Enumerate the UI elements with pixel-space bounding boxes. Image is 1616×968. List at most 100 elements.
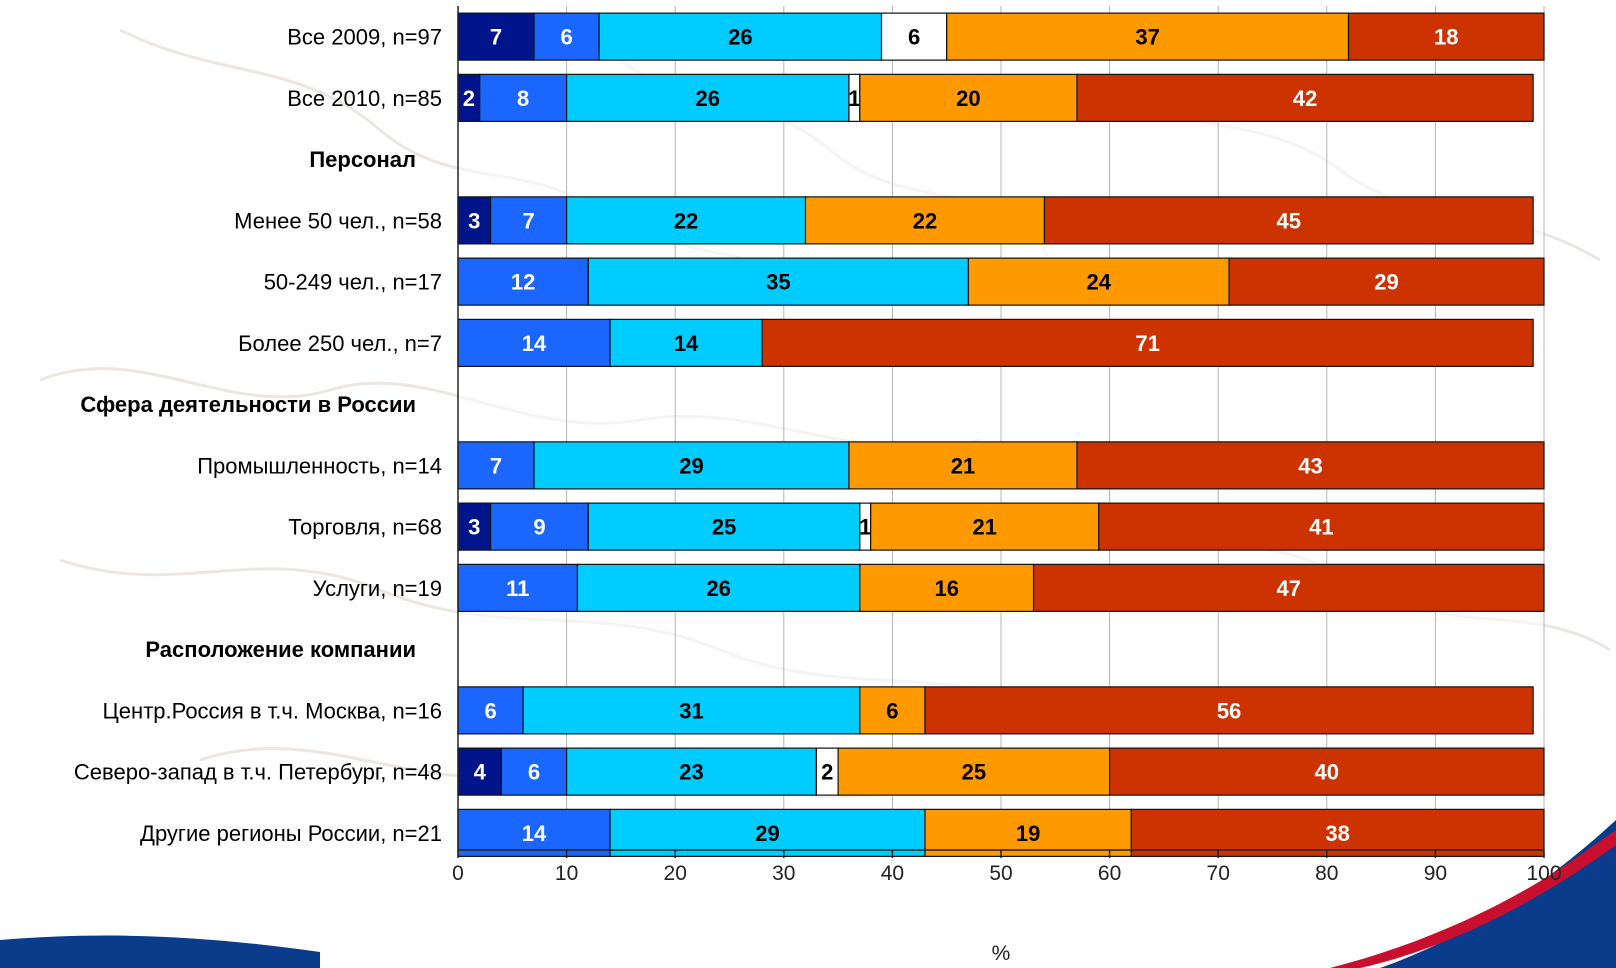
data-label: 2 (821, 760, 833, 785)
data-label: 71 (1135, 331, 1159, 356)
data-label: 6 (484, 698, 496, 723)
bar-segment (457, 12, 535, 61)
x-axis: 0 10 20 30 40 50 60 70 80 90 100 (452, 6, 1562, 885)
bar-segment (457, 502, 492, 551)
data-label: 24 (1086, 270, 1111, 295)
bar-segment (457, 808, 611, 857)
data-label: 25 (962, 760, 986, 785)
x-tick-label: 50 (989, 862, 1012, 885)
bar-segment (565, 73, 850, 122)
section-label: Персонал (309, 147, 416, 172)
data-label: 22 (674, 208, 698, 233)
x-tick-label: 90 (1424, 862, 1447, 885)
row-label: Все 2010, n=85 (287, 86, 442, 111)
bar-segment (576, 563, 861, 612)
x-tick-label: 20 (664, 862, 687, 885)
bar-segment (587, 502, 861, 551)
bar-segment (609, 808, 926, 857)
bar-segment (880, 12, 948, 61)
bar-segment (1032, 563, 1545, 612)
data-label: 37 (1135, 25, 1159, 50)
bar-segment (533, 12, 600, 61)
x-tick-label: 80 (1315, 862, 1338, 885)
data-label: 43 (1298, 453, 1322, 478)
data-label: 12 (511, 270, 535, 295)
x-tick-label: 30 (772, 862, 795, 885)
x-tick-label: 40 (881, 862, 904, 885)
data-label: 26 (706, 576, 730, 601)
row-label: Услуги, n=19 (313, 576, 442, 601)
bar-segment (489, 196, 568, 245)
data-label: 6 (908, 25, 920, 50)
bar-segment (967, 257, 1230, 306)
bar-segment (457, 257, 589, 306)
data-label: 4 (474, 760, 487, 785)
data-label: 3 (468, 515, 480, 540)
data-label: 47 (1277, 576, 1301, 601)
bar-segment (1076, 73, 1534, 122)
x-tick-label: 10 (555, 862, 578, 885)
x-tick-label: 0 (452, 862, 464, 885)
bar-segment (924, 808, 1132, 857)
data-label: 23 (679, 760, 703, 785)
section-label: Сфера деятельности в России (80, 392, 416, 417)
bar-segment (479, 73, 568, 122)
data-label: 56 (1217, 698, 1241, 723)
bar-segment (848, 441, 1078, 490)
bar-segment (457, 196, 492, 245)
bar-segment (1347, 12, 1545, 61)
data-label: 41 (1309, 515, 1333, 540)
row-label: Другие регионы России, n=21 (140, 821, 442, 846)
bar-segment (598, 12, 883, 61)
x-axis-title: % (992, 942, 1011, 965)
data-label: 42 (1293, 86, 1317, 111)
data-label: 7 (490, 25, 502, 50)
data-label: 11 (506, 576, 529, 601)
bar-segment (1043, 196, 1534, 245)
bar-segment (761, 318, 1534, 367)
row-label: Все 2009, n=97 (287, 25, 442, 50)
data-label: 25 (712, 515, 736, 540)
data-label: 26 (696, 86, 720, 111)
x-tick-label: 60 (1098, 862, 1121, 885)
data-label: 16 (934, 576, 958, 601)
data-label: 19 (1016, 821, 1040, 846)
bar-segment (565, 196, 807, 245)
data-label: 29 (755, 821, 779, 846)
data-label: 7 (522, 208, 534, 233)
bar-segment (1130, 808, 1545, 857)
data-label: 14 (522, 821, 547, 846)
row-label: Центр.Россия в т.ч. Москва, n=16 (103, 698, 442, 723)
data-label: 22 (913, 208, 937, 233)
bar-segment (859, 563, 1035, 612)
data-label: 1 (848, 86, 860, 111)
bar-segment (522, 686, 861, 735)
bar-segment (804, 196, 1046, 245)
x-tick-label: 100 (1526, 862, 1561, 885)
bar-segment (837, 747, 1111, 796)
bar-segment (489, 502, 589, 551)
bar-segment (1076, 441, 1545, 490)
bar-segment (1228, 257, 1545, 306)
row-label: Северо-запад в т.ч. Петербург, n=48 (74, 760, 442, 785)
data-label: 45 (1277, 208, 1301, 233)
data-label: 26 (728, 25, 752, 50)
data-label: 35 (766, 270, 790, 295)
data-label: 9 (533, 515, 545, 540)
data-label: 40 (1315, 760, 1339, 785)
data-label: 14 (522, 331, 547, 356)
bar-segment (1098, 502, 1545, 551)
row-labels: Все 2009, n=97 Все 2010, n=85 Персонал Мене… (74, 25, 442, 846)
data-label: 38 (1325, 821, 1349, 846)
data-label: 21 (972, 515, 996, 540)
bar-segment (859, 73, 1078, 122)
bar-segment (870, 502, 1100, 551)
bar-segment (1108, 747, 1545, 796)
data-label: 29 (1374, 270, 1398, 295)
bar-segment (609, 318, 763, 367)
data-label: 29 (679, 453, 703, 478)
bar-segment (457, 686, 524, 735)
row-label: Промышленность, n=14 (197, 453, 442, 478)
